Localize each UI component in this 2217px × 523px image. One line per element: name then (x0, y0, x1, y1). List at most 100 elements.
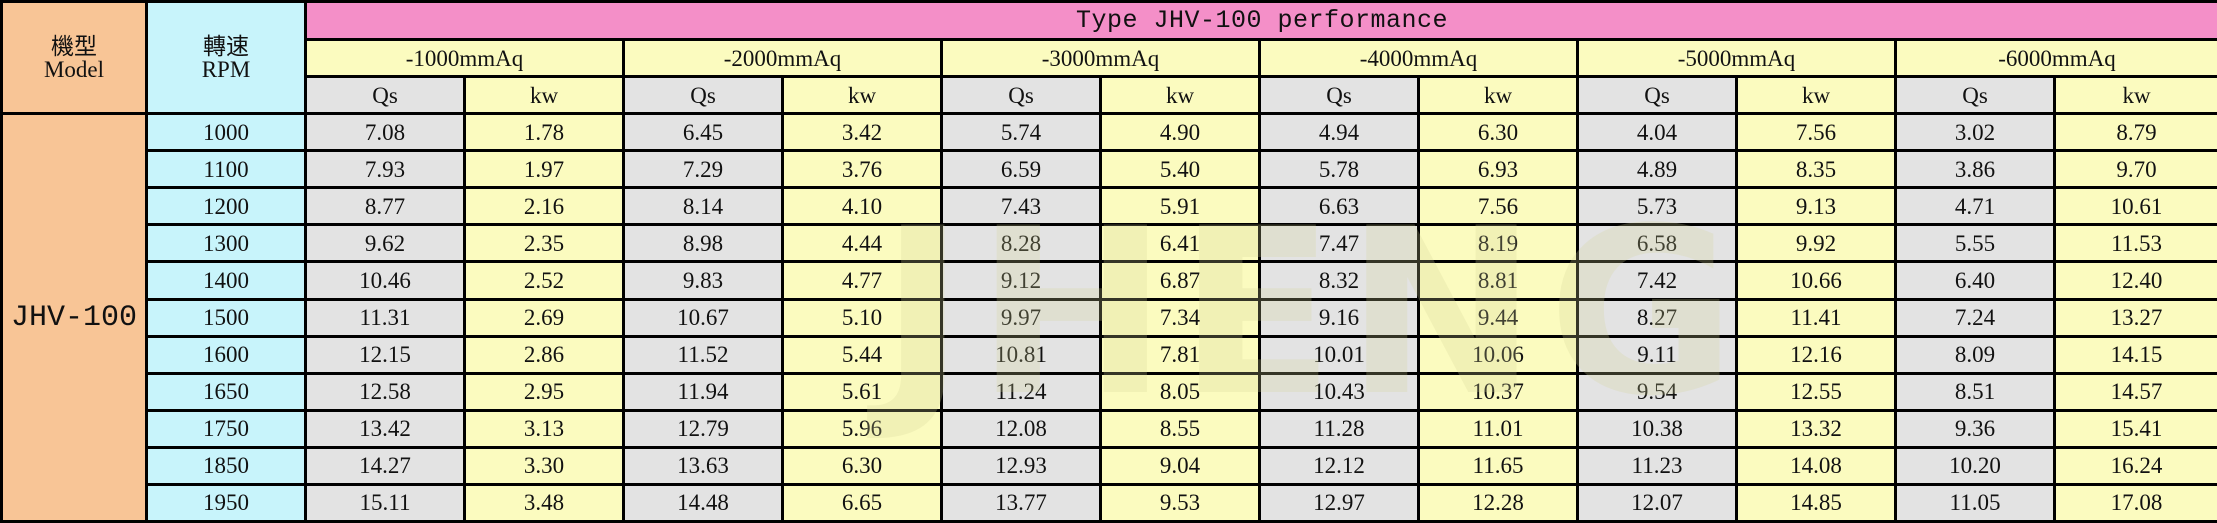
rpm-value: 1650 (145, 371, 307, 412)
table-row: 1650 12.58 2.95 11.94 5.61 11.24 8.05 10.43 10.3… (2, 371, 2217, 412)
qs-subheader: Qs (622, 75, 784, 116)
qs-value: 12.97 (1258, 482, 1420, 523)
qs-value: 6.63 (1258, 186, 1420, 227)
rpm-header-zh: 轉速 (203, 33, 249, 59)
pressure-group-header: -5000mmAq (1576, 38, 1897, 79)
table-row: JHV-100 1000 7.08 1.78 6.45 3.42 5.74 4.90 4.94 6… (0, 112, 2217, 523)
qs-value: 8.77 (304, 186, 466, 227)
qs-value: 8.98 (622, 223, 784, 264)
qs-value: 9.83 (622, 260, 784, 301)
qs-value: 10.46 (304, 260, 466, 301)
kw-subheader: kw (781, 75, 943, 116)
kw-value: 4.44 (781, 223, 943, 264)
qs-value: 10.43 (1258, 371, 1420, 412)
kw-value: 2.35 (463, 223, 625, 264)
kw-value: 9.44 (1417, 297, 1579, 338)
kw-value: 3.42 (781, 112, 943, 153)
table-row: 1850 14.27 3.30 13.63 6.30 12.93 9.04 12.12 11.6… (2, 445, 2217, 486)
kw-value: 7.56 (1417, 186, 1579, 227)
qs-value: 4.89 (1576, 149, 1738, 190)
pressure-group-header: -2000mmAq (622, 38, 943, 79)
kw-value: 6.30 (781, 445, 943, 486)
kw-value: 4.90 (1099, 112, 1261, 153)
kw-subheader: kw (1099, 75, 1261, 116)
kw-value: 11.01 (1417, 408, 1579, 449)
qs-value: 5.73 (1576, 186, 1738, 227)
qs-subheader: Qs (1258, 75, 1420, 116)
qs-value: 15.11 (304, 482, 466, 523)
kw-value: 9.53 (1099, 482, 1261, 523)
qs-value: 12.08 (940, 408, 1102, 449)
qs-subheader: Qs (940, 75, 1102, 116)
kw-value: 8.05 (1099, 371, 1261, 412)
kw-value: 2.16 (463, 186, 625, 227)
pressure-group-header: -3000mmAq (940, 38, 1261, 79)
kw-value: 13.32 (1735, 408, 1897, 449)
qs-value: 14.48 (622, 482, 784, 523)
kw-value: 16.24 (2052, 445, 2217, 486)
kw-value: 10.37 (1417, 371, 1579, 412)
rpm-value: 1100 (145, 149, 307, 190)
kw-value: 8.35 (1735, 149, 1897, 190)
kw-value: 6.93 (1417, 149, 1579, 190)
kw-value: 5.61 (781, 371, 943, 412)
kw-subheader: kw (2052, 75, 2217, 116)
kw-value: 2.52 (463, 260, 625, 301)
qs-value: 9.62 (304, 223, 466, 264)
kw-value: 11.65 (1417, 445, 1579, 486)
table-row: 1400 10.46 2.52 9.83 4.77 9.12 6.87 8.32 8.81 7.4… (2, 260, 2217, 301)
kw-value: 2.86 (463, 334, 625, 375)
kw-value: 10.61 (2052, 186, 2217, 227)
kw-value: 2.69 (463, 297, 625, 338)
qs-value: 8.51 (1894, 371, 2056, 412)
qs-value: 6.45 (622, 112, 784, 153)
kw-value: 6.30 (1417, 112, 1579, 153)
kw-value: 9.92 (1735, 223, 1897, 264)
qs-subheader: Qs (1576, 75, 1738, 116)
rpm-value: 1200 (145, 186, 307, 227)
kw-value: 12.16 (1735, 334, 1897, 375)
qs-value: 10.38 (1576, 408, 1738, 449)
kw-value: 17.08 (2052, 482, 2217, 523)
rpm-value: 1600 (145, 334, 307, 375)
model-header-zh: 機型 (51, 33, 97, 59)
table-row: 1600 12.15 2.86 11.52 5.44 10.81 7.81 10.01 10.0… (2, 334, 2217, 375)
rpm-value: 1000 (145, 112, 307, 153)
rpm-value: 1950 (145, 482, 307, 523)
qs-value: 13.42 (304, 408, 466, 449)
qs-value: 12.12 (1258, 445, 1420, 486)
kw-value: 8.81 (1417, 260, 1579, 301)
qs-value: 13.63 (622, 445, 784, 486)
qs-value: 12.79 (622, 408, 784, 449)
qs-value: 7.43 (940, 186, 1102, 227)
kw-value: 2.95 (463, 371, 625, 412)
qs-value: 3.86 (1894, 149, 2056, 190)
kw-value: 6.65 (781, 482, 943, 523)
table-row: 1300 9.62 2.35 8.98 4.44 8.28 6.41 7.47 8.19 6.58… (2, 223, 2217, 264)
kw-value: 6.41 (1099, 223, 1261, 264)
qs-value: 5.78 (1258, 149, 1420, 190)
rpm-header-en: RPM (201, 56, 251, 82)
qs-value: 7.42 (1576, 260, 1738, 301)
qs-value: 9.12 (940, 260, 1102, 301)
kw-value: 7.81 (1099, 334, 1261, 375)
table-row: 1200 8.77 2.16 8.14 4.10 7.43 5.91 6.63 7.56 5.73… (2, 186, 2217, 227)
qs-value: 11.23 (1576, 445, 1738, 486)
rpm-value: 1500 (145, 297, 307, 338)
qs-value: 9.97 (940, 297, 1102, 338)
kw-value: 14.85 (1735, 482, 1897, 523)
model-value: JHV-100 (0, 112, 148, 523)
kw-value: 5.40 (1099, 149, 1261, 190)
qs-value: 11.31 (304, 297, 466, 338)
qs-value: 3.02 (1894, 112, 2056, 153)
kw-value: 7.56 (1735, 112, 1897, 153)
qs-value: 12.58 (304, 371, 466, 412)
kw-value: 3.30 (463, 445, 625, 486)
kw-value: 12.40 (2052, 260, 2217, 301)
header-row-groups: -1000mmAq -2000mmAq -3000mmAq -4000mmAq -500… (2, 38, 2217, 79)
kw-value: 5.10 (781, 297, 943, 338)
qs-value: 7.08 (304, 112, 466, 153)
qs-value: 6.58 (1576, 223, 1738, 264)
